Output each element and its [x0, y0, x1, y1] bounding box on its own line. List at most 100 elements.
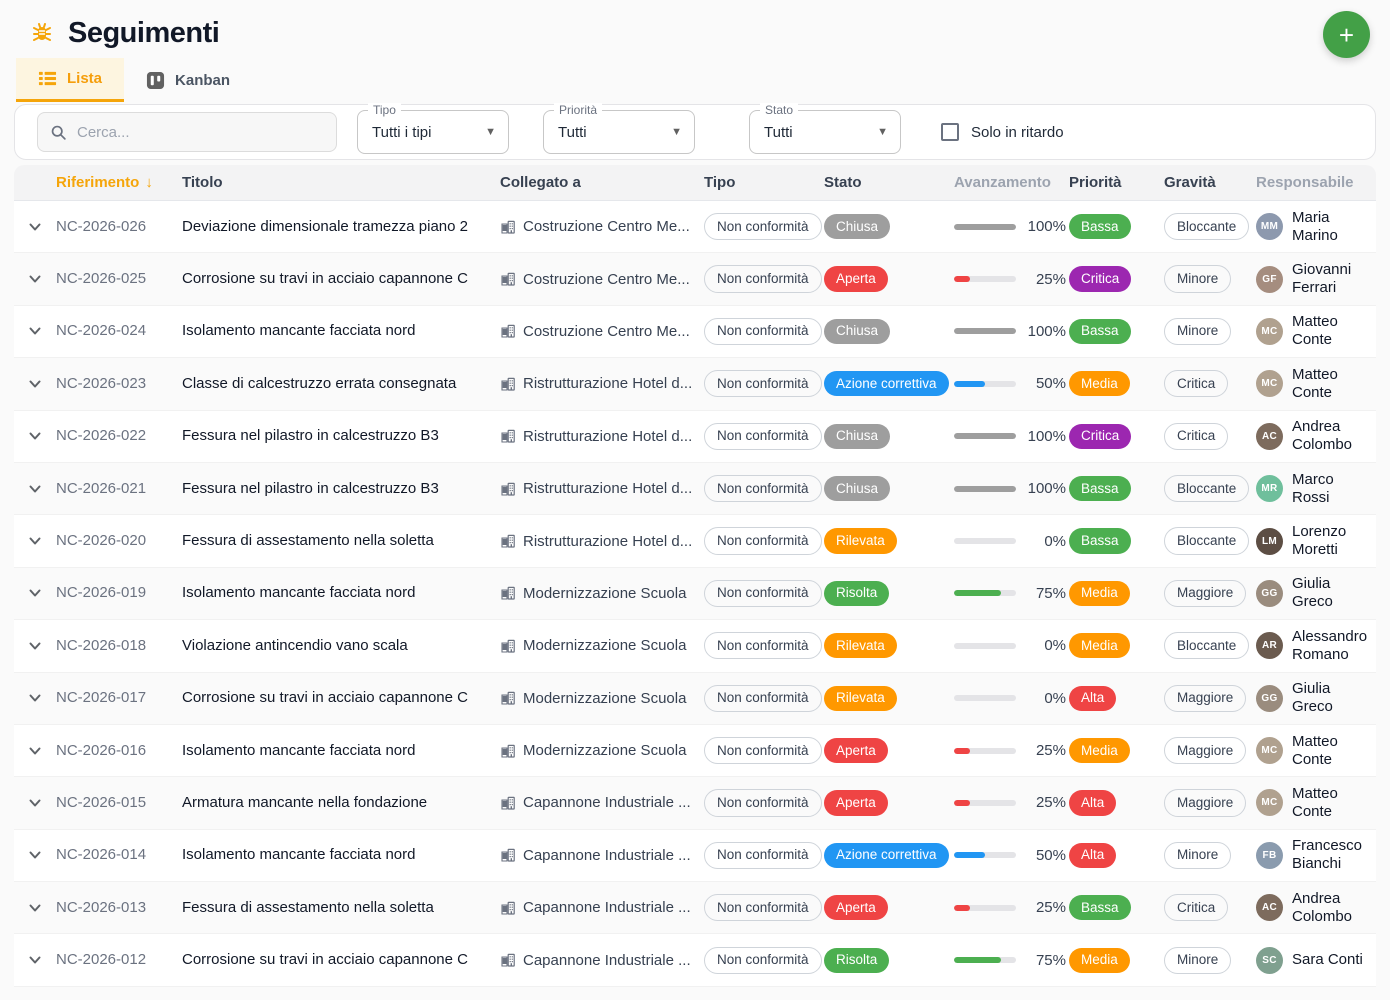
expand-row-button[interactable]	[23, 581, 47, 605]
select-tipo[interactable]: Tipo Tutti i tipi ▼	[357, 103, 509, 154]
progress-bar	[954, 904, 1016, 911]
responsible-name: Andrea Colombo	[1292, 889, 1353, 925]
building-icon	[501, 849, 515, 862]
header-collegato-a[interactable]: Collegato a	[500, 174, 581, 191]
header-gravita[interactable]: Gravità	[1164, 174, 1216, 191]
table-row[interactable]: NC-2026-026 Deviazione dimensionale tram…	[14, 201, 1376, 254]
table-body: NC-2026-026 Deviazione dimensionale tram…	[14, 201, 1376, 987]
search-box[interactable]	[37, 112, 337, 152]
severity-badge: Critica	[1164, 370, 1229, 398]
row-reference: NC-2026-025	[56, 270, 147, 288]
late-only-filter[interactable]: Solo in ritardo	[941, 123, 1064, 141]
priority-badge: Bassa	[1069, 476, 1131, 502]
table-row[interactable]: NC-2026-015 Armatura mancante nella fond…	[14, 777, 1376, 830]
expand-row-button[interactable]	[23, 843, 47, 867]
responsible-name: Giulia Greco	[1292, 575, 1333, 611]
responsible-name: Alessandro Romano	[1292, 627, 1368, 663]
row-linked-project: Capannone Industriale ...	[523, 899, 691, 917]
expand-row-button[interactable]	[23, 372, 47, 396]
table-row[interactable]: NC-2026-022 Fessura nel pilastro in calc…	[14, 410, 1376, 463]
row-reference: NC-2026-021	[56, 479, 147, 497]
table-row[interactable]: NC-2026-020 Fessura di assestamento nell…	[14, 515, 1376, 568]
select-tipo-label: Tipo	[368, 103, 401, 117]
type-badge: Non conformità	[704, 213, 822, 241]
row-reference: NC-2026-019	[56, 584, 147, 602]
severity-badge: Minore	[1164, 841, 1232, 869]
header-riferimento[interactable]: Riferimento ↓	[56, 174, 153, 191]
table-row[interactable]: NC-2026-023 Classe di calcestruzzo errat…	[14, 358, 1376, 411]
table-row[interactable]: NC-2026-013 Fessura di assestamento nell…	[14, 882, 1376, 935]
status-badge: Risolta	[824, 947, 890, 973]
type-badge: Non conformità	[704, 737, 822, 765]
table-row[interactable]: NC-2026-012 Corrosione su travi in accia…	[14, 934, 1376, 987]
expand-row-button[interactable]	[23, 529, 47, 553]
expand-row-button[interactable]	[23, 686, 47, 710]
header-stato[interactable]: Stato	[824, 174, 862, 191]
row-linked-project: Modernizzazione Scuola	[523, 689, 687, 707]
status-badge: Chiusa	[824, 214, 891, 240]
select-stato[interactable]: Stato Tutti ▼	[749, 103, 901, 154]
expand-row-button[interactable]	[23, 424, 47, 448]
chevron-down-icon	[29, 747, 41, 755]
header-tipo[interactable]: Tipo	[704, 174, 736, 191]
progress-percent: 100%	[1027, 322, 1066, 340]
chevron-down-icon	[29, 799, 41, 807]
table-row[interactable]: NC-2026-014 Isolamento mancante facciata…	[14, 829, 1376, 883]
priority-badge: Media	[1069, 371, 1130, 397]
expand-row-button[interactable]	[23, 896, 47, 920]
row-reference: NC-2026-017	[56, 689, 147, 707]
building-icon	[501, 796, 515, 810]
priority-badge: Bassa	[1069, 895, 1131, 921]
progress-percent: 25%	[1035, 742, 1066, 760]
row-title: Isolamento mancante facciata nord	[182, 322, 416, 340]
tab-kanban[interactable]: Kanban	[124, 58, 252, 102]
sort-desc-icon: ↓	[145, 174, 153, 191]
header-priorita[interactable]: Priorità	[1069, 174, 1122, 191]
responsible-name: Maria Marino	[1292, 208, 1338, 244]
select-priorita[interactable]: Priorità Tutti ▼	[543, 103, 695, 154]
progress-percent: 100%	[1027, 218, 1066, 236]
expand-row-button[interactable]	[23, 791, 47, 815]
row-title: Corrosione su travi in acciaio capannone…	[182, 689, 468, 707]
building-icon	[501, 901, 515, 915]
chevron-down-icon	[29, 537, 41, 545]
chevron-down-icon	[29, 589, 41, 597]
type-badge: Non conformità	[704, 946, 822, 974]
table-row[interactable]: NC-2026-019 Isolamento mancante facciata…	[14, 567, 1376, 621]
expand-row-button[interactable]	[23, 948, 47, 972]
type-badge: Non conformità	[704, 684, 822, 712]
table-row[interactable]: NC-2026-017 Corrosione su travi in accia…	[14, 672, 1376, 725]
search-input[interactable]	[77, 123, 324, 141]
caret-down-icon: ▼	[877, 126, 888, 138]
table-header: Riferimento ↓ Titolo Collegato a Tipo Sta…	[14, 165, 1376, 201]
expand-row-button[interactable]	[23, 319, 47, 343]
table-row[interactable]: NC-2026-018 Violazione antincendio vano …	[14, 620, 1376, 673]
list-icon	[38, 71, 57, 86]
responsible-name: Matteo Conte	[1292, 732, 1338, 768]
building-icon	[501, 587, 515, 601]
expand-row-button[interactable]	[23, 739, 47, 763]
table-row[interactable]: NC-2026-021 Fessura nel pilastro in calc…	[14, 462, 1376, 516]
row-title: Fessura di assestamento nella soletta	[182, 898, 434, 916]
priority-badge: Media	[1069, 738, 1130, 764]
header-titolo[interactable]: Titolo	[182, 174, 223, 191]
row-linked-project: Ristrutturazione Hotel d...	[523, 480, 693, 498]
chevron-down-icon	[29, 904, 41, 912]
priority-badge: Critica	[1069, 423, 1132, 449]
row-linked-project: Costruzione Centro Me...	[523, 218, 690, 236]
tab-lista[interactable]: Lista	[16, 58, 125, 102]
progress-bar	[954, 223, 1016, 230]
row-title: Armatura mancante nella fondazione	[182, 793, 428, 811]
expand-row-button[interactable]	[23, 267, 47, 291]
table-row[interactable]: NC-2026-016 Isolamento mancante facciata…	[14, 724, 1376, 778]
expand-row-button[interactable]	[23, 634, 47, 658]
add-button[interactable]: +	[1323, 11, 1370, 58]
row-reference: NC-2026-023	[56, 374, 147, 392]
expand-row-button[interactable]	[23, 215, 47, 239]
checkbox-icon[interactable]	[941, 123, 959, 141]
table-row[interactable]: NC-2026-024 Isolamento mancante facciata…	[14, 305, 1376, 359]
table-row[interactable]: NC-2026-025 Corrosione su travi in accia…	[14, 253, 1376, 306]
chevron-down-icon	[29, 851, 41, 859]
expand-row-button[interactable]	[23, 477, 47, 501]
severity-badge: Bloccante	[1164, 213, 1250, 241]
